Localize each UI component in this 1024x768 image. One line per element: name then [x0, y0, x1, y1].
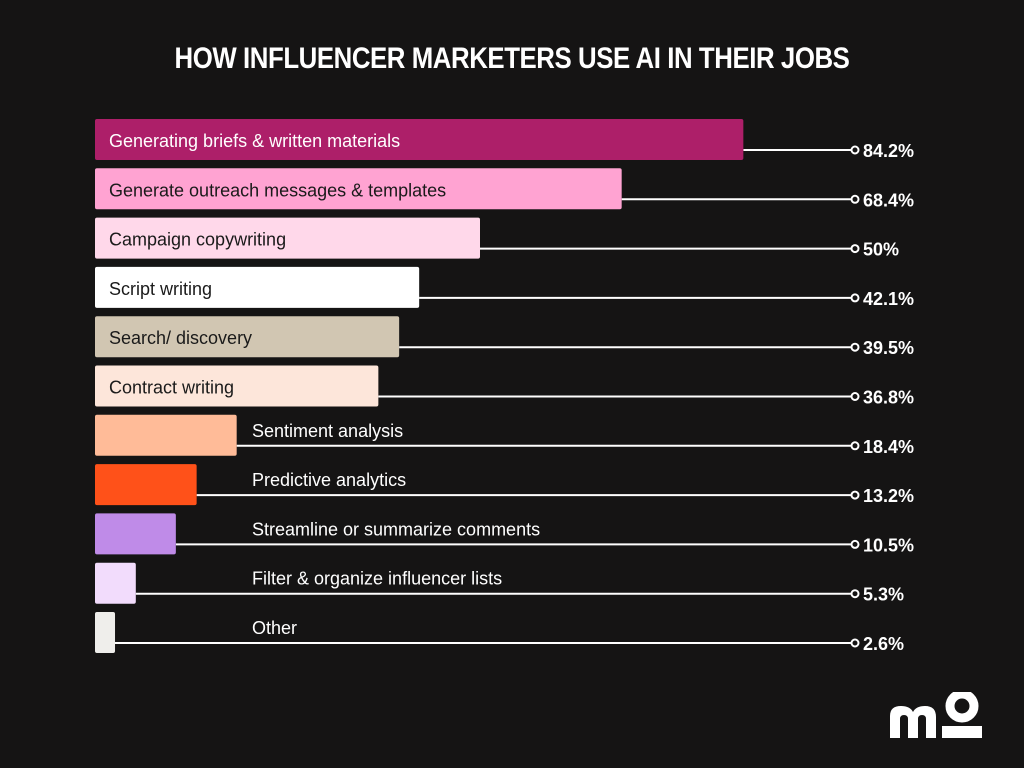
bar — [95, 513, 176, 555]
bar-label: Sentiment analysis — [252, 421, 403, 441]
bar-label: Predictive analytics — [252, 470, 406, 490]
bar-label: Streamline or summarize comments — [252, 519, 540, 539]
bar-label: Other — [252, 618, 297, 638]
bar — [95, 414, 237, 456]
bar-label: Contract writing — [109, 378, 234, 398]
leader-dot — [850, 392, 860, 401]
value-label: 36.8% — [863, 388, 914, 408]
bar — [95, 266, 420, 308]
bar-label: Generating briefs & written materials — [109, 131, 400, 151]
leader-dot — [850, 638, 860, 648]
value-label: 68.4% — [863, 190, 914, 210]
value-label: 2.6% — [863, 634, 904, 654]
mo-logo-icon — [890, 692, 982, 738]
bar — [95, 365, 379, 407]
value-label: 39.5% — [863, 338, 914, 358]
value-label: 10.5% — [863, 535, 914, 555]
bar — [95, 612, 116, 653]
bar — [95, 562, 136, 604]
value-label: 42.1% — [863, 289, 914, 309]
leader-dot — [850, 539, 860, 549]
bar-label: Script writing — [109, 279, 212, 299]
leader-dot — [850, 244, 860, 254]
bar-label: Campaign copywriting — [109, 230, 286, 250]
bar — [95, 168, 622, 210]
bar — [95, 316, 400, 358]
bar-label: Filter & organize influencer lists — [252, 569, 502, 589]
bar — [95, 119, 744, 160]
bar — [95, 217, 480, 259]
bar-label: Generate outreach messages & templates — [109, 180, 446, 200]
leader-dot — [850, 293, 860, 303]
value-label: 84.2% — [863, 141, 914, 161]
value-label: 18.4% — [863, 437, 914, 457]
bar-label: Search/ discovery — [109, 328, 252, 348]
leader-dot — [850, 490, 860, 500]
leader-dot — [850, 342, 860, 352]
leader-dot — [850, 441, 860, 451]
leader-dot — [850, 589, 860, 599]
leader-dot — [850, 145, 860, 155]
leader-dot — [850, 194, 860, 204]
value-label: 13.2% — [863, 486, 914, 506]
value-label: 50% — [863, 240, 899, 260]
bar — [95, 464, 197, 506]
chart-title: HOW INFLUENCER MARKETERS USE AI IN THEIR… — [174, 42, 850, 75]
value-label: 5.3% — [863, 585, 904, 605]
